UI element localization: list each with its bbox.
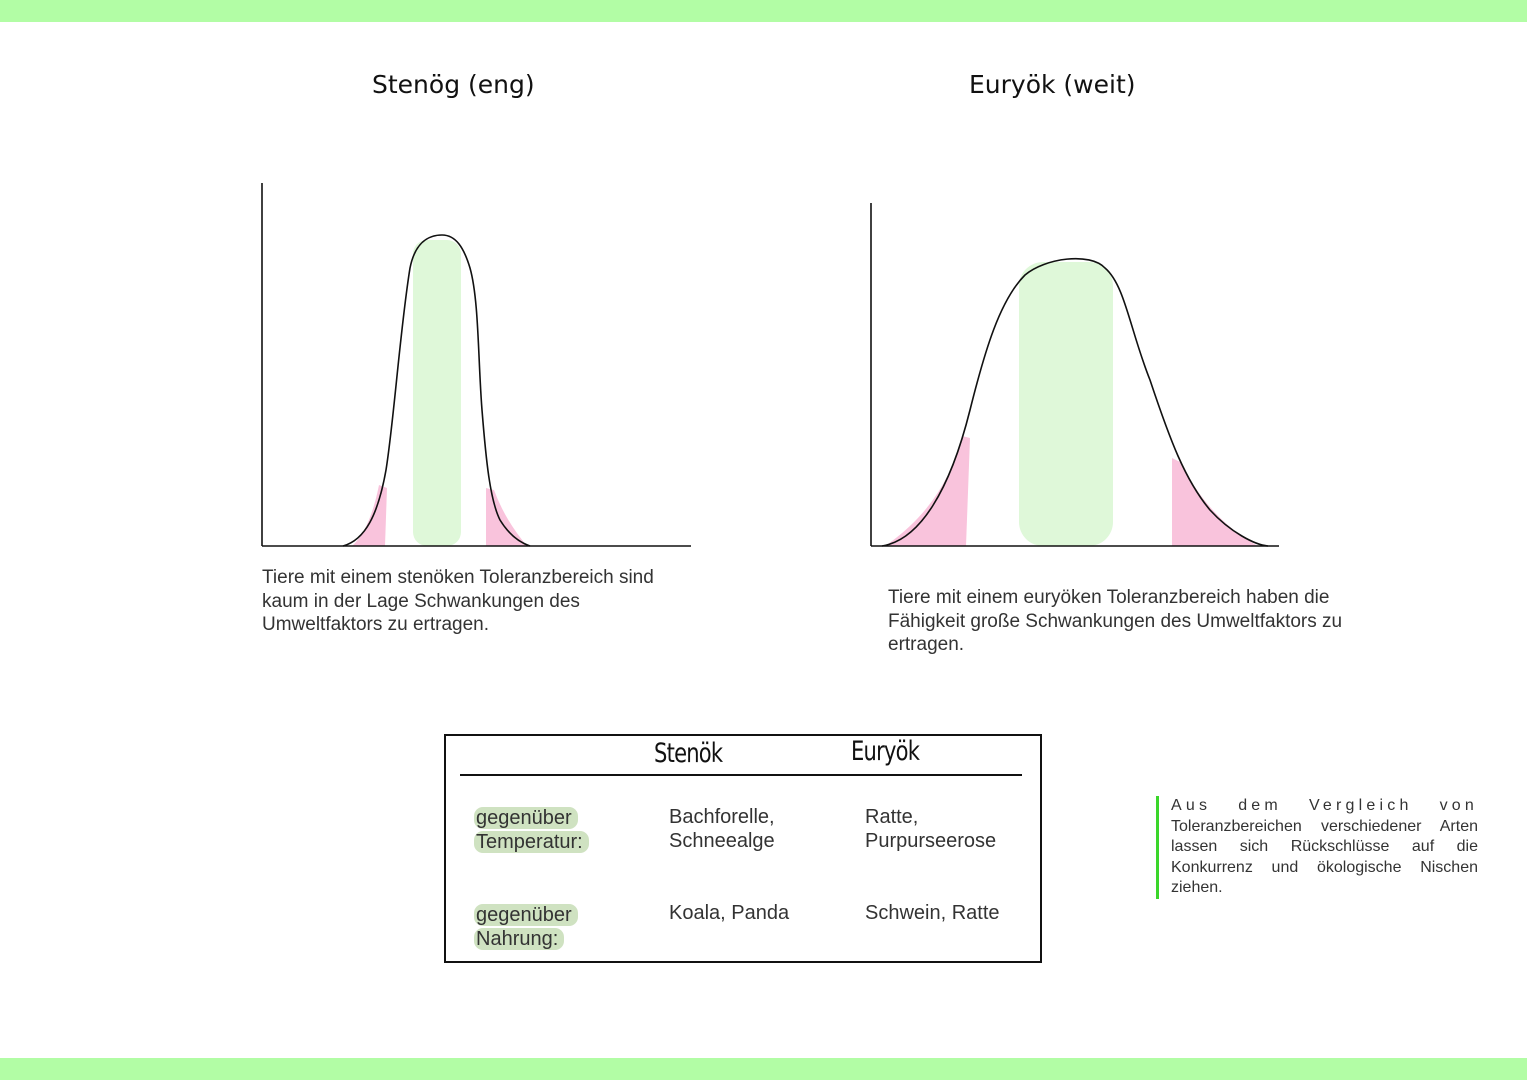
cell-line: Schneealge xyxy=(669,830,775,852)
conclusion-note-first-line: Aus dem Vergleich von xyxy=(1171,797,1478,814)
euryoek-title: Euryök (weit) xyxy=(969,70,1136,99)
stenoek-description: Tiere mit einem stenöken Toleranzbereich… xyxy=(262,566,702,637)
euryoek-tolerance-curve xyxy=(881,257,1269,547)
cell-food-stenoek: Koala, Panda xyxy=(669,901,789,925)
top-accent-band xyxy=(0,0,1527,22)
euryoek-description-line: ertragen. xyxy=(888,634,965,655)
stenoek-description-line: Umweltfaktors zu ertragen. xyxy=(262,614,490,635)
cell-line: Koala, Panda xyxy=(669,902,790,924)
table-header-rule xyxy=(460,774,1022,776)
row-label-line: Nahrung: xyxy=(474,928,565,950)
cell-food-euryoek: Schwein, Ratte xyxy=(865,901,1000,925)
stenoek-tolerance-curve xyxy=(342,234,531,547)
comparison-table: Stenök Euryök gegenüber Temperatur: Bach… xyxy=(444,734,1042,963)
cell-line: Bachforelle, xyxy=(669,806,775,828)
conclusion-note: Aus dem Vergleich von Toleranzbereichen … xyxy=(1156,796,1478,899)
stenoek-pessimum-right xyxy=(486,488,527,546)
stenoek-optimum-zone xyxy=(413,240,461,546)
euryoek-optimum-zone xyxy=(1019,262,1113,546)
bottom-accent-band xyxy=(0,1058,1527,1080)
table-header-stenoek: Stenök xyxy=(654,738,723,769)
stenoek-graph xyxy=(261,183,691,547)
euryoek-description: Tiere mit einem euryöken Toleranzbereich… xyxy=(888,586,1408,657)
stenoek-description-line: kaum in der Lage Schwankungen des xyxy=(262,590,580,612)
row-label-line: gegenüber xyxy=(474,904,578,926)
stenoek-title: Stenög (eng) xyxy=(372,70,535,99)
euryoek-pessimum-left xyxy=(885,436,970,546)
euryoek-pessimum-right xyxy=(1172,458,1258,546)
cell-temperature-stenoek: Bachforelle, Schneealge xyxy=(669,805,775,853)
row-label-food: gegenüber Nahrung: xyxy=(474,903,578,951)
euryoek-graph xyxy=(870,203,1279,547)
table-header-euryoek: Euryök xyxy=(851,736,920,767)
cell-temperature-euryoek: Ratte, Purpurseerose xyxy=(865,805,996,853)
cell-line: Ratte, xyxy=(865,806,919,828)
stenoek-description-line: Tiere mit einem stenöken Toleranzbereich… xyxy=(262,567,654,588)
cell-line: Schwein, Ratte xyxy=(865,902,1000,924)
stenoek-pessimum-left xyxy=(352,485,387,546)
row-label-temperature: gegenüber Temperatur: xyxy=(474,806,589,854)
row-label-line: Temperatur: xyxy=(474,831,589,853)
cell-line: Purpurseerose xyxy=(865,830,997,852)
row-label-line: gegenüber xyxy=(474,807,578,829)
euryoek-description-line: Fähigkeit große Schwankungen des Umweltf… xyxy=(888,610,1343,632)
conclusion-note-text: Toleranzbereichen verschiedener Arten la… xyxy=(1171,817,1478,897)
euryoek-description-line: Tiere mit einem euryöken Toleranzbereich… xyxy=(888,587,1330,608)
